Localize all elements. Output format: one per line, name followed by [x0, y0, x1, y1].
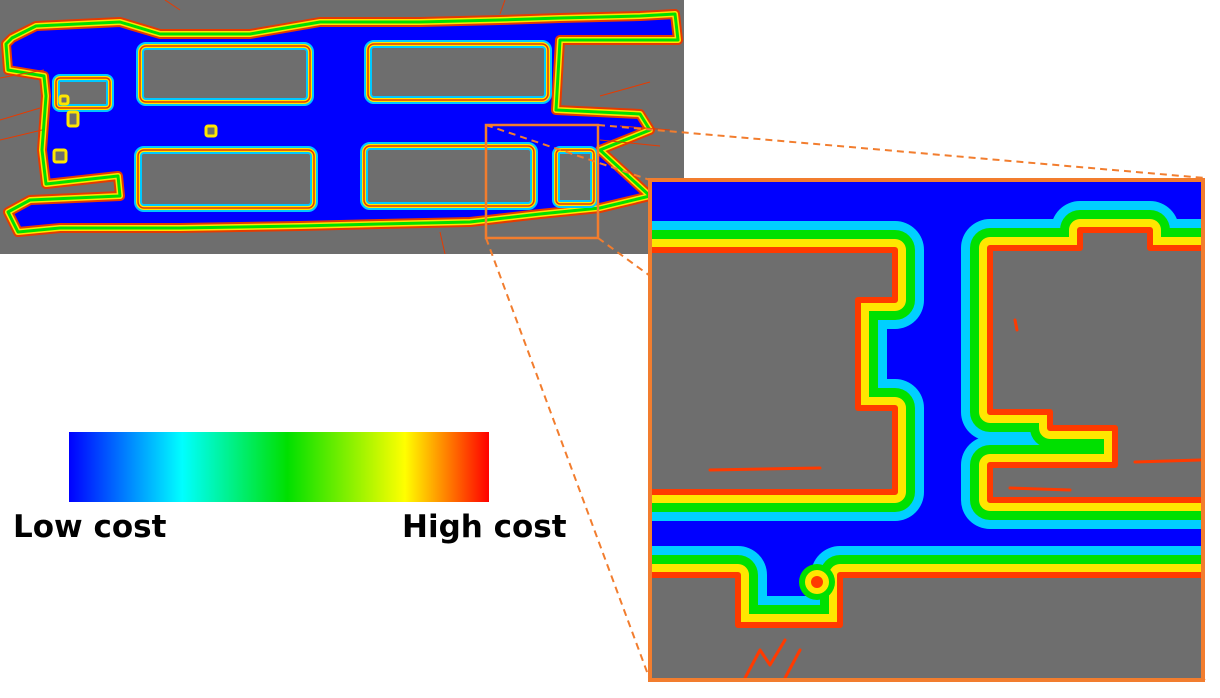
high-cost-label: High cost: [402, 509, 567, 545]
obstacle-blocks: [52, 40, 598, 212]
zoom-region-box: [484, 123, 600, 240]
zoom-frame: [648, 178, 1205, 682]
zoomed-costmap: [650, 180, 1203, 680]
scan-noise: [0, 0, 671, 254]
cost-colorbar: [69, 432, 489, 502]
low-cost-label: Low cost: [13, 509, 167, 545]
overview-costmap: [0, 0, 684, 254]
